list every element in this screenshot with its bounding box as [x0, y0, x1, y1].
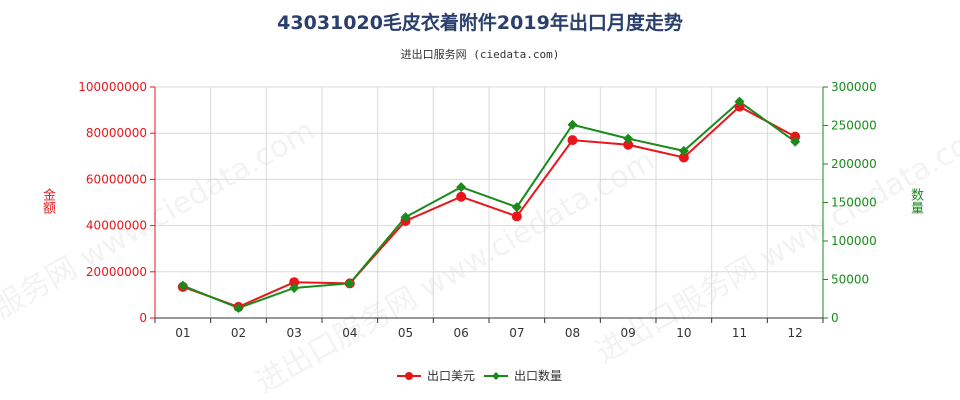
chart-title: 43031020毛皮衣着附件2019年出口月度走势 [277, 12, 683, 34]
y-left-tick-label: 40000000 [86, 219, 147, 233]
point-amount-10 [678, 152, 689, 163]
point-amount-11 [734, 101, 745, 112]
y-axis-left-label: 金额 [40, 188, 55, 214]
x-tick-label: 08 [565, 326, 580, 340]
y-right-tick-label: 0 [831, 311, 839, 325]
x-tick-label: 02 [231, 326, 246, 340]
y-left-tick-label: 100000000 [78, 80, 147, 94]
y-left-tick-label: 0 [139, 311, 147, 325]
point-quantity-08 [567, 119, 578, 130]
y-axis-right-label: 数量 [908, 188, 923, 214]
point-quantity-10 [678, 145, 689, 156]
y-left-tick-label: 60000000 [86, 172, 147, 186]
point-quantity-02 [233, 302, 244, 313]
point-quantity-03 [289, 282, 300, 293]
y-right-tick-label: 150000 [831, 196, 877, 210]
point-quantity-05 [400, 212, 411, 223]
x-tick-label: 03 [287, 326, 302, 340]
series-line-amount [182, 105, 796, 308]
y-left-tick-label: 20000000 [86, 265, 147, 279]
point-quantity-11 [734, 96, 745, 107]
x-tick-label: 05 [398, 326, 413, 340]
y-right-tick-label: 200000 [831, 157, 877, 171]
legend-label-quantity: 出口数量 [514, 368, 562, 383]
x-tick-label: 10 [676, 326, 691, 340]
legend-marker-quantity [492, 372, 500, 380]
y-right-tick-label: 100000 [831, 234, 877, 248]
y-right-tick-label: 300000 [831, 80, 877, 94]
y-right-tick-label: 250000 [831, 119, 877, 133]
point-amount-07 [511, 211, 522, 222]
legend-marker-amount [405, 372, 413, 380]
point-amount-12 [790, 131, 801, 142]
point-amount-03 [289, 277, 300, 288]
point-quantity-09 [623, 133, 634, 144]
x-tick-label: 01 [175, 326, 190, 340]
x-tick-label: 04 [342, 326, 357, 340]
y-left-tick-label: 80000000 [86, 126, 147, 140]
series-line-quantity [182, 100, 796, 310]
x-tick-label: 06 [454, 326, 469, 340]
x-tick-label: 07 [509, 326, 524, 340]
point-quantity-07 [511, 202, 522, 213]
point-quantity-12 [790, 136, 801, 147]
chart-subtitle: 进出口服务网 (ciedata.com) [400, 48, 560, 61]
point-quantity-06 [456, 182, 467, 193]
y-right-tick-label: 50000 [831, 273, 869, 287]
x-tick-label: 12 [788, 326, 803, 340]
legend-label-amount: 出口美元 [427, 369, 475, 383]
point-amount-09 [623, 139, 634, 150]
watermark-1: 进出口服务网 www.ciedata.com [0, 113, 321, 371]
x-tick-label: 11 [732, 326, 747, 340]
point-quantity-01 [177, 280, 188, 291]
point-amount-06 [456, 191, 467, 202]
point-quantity-04 [344, 278, 355, 289]
point-amount-08 [567, 135, 578, 146]
x-tick-label: 09 [621, 326, 636, 340]
